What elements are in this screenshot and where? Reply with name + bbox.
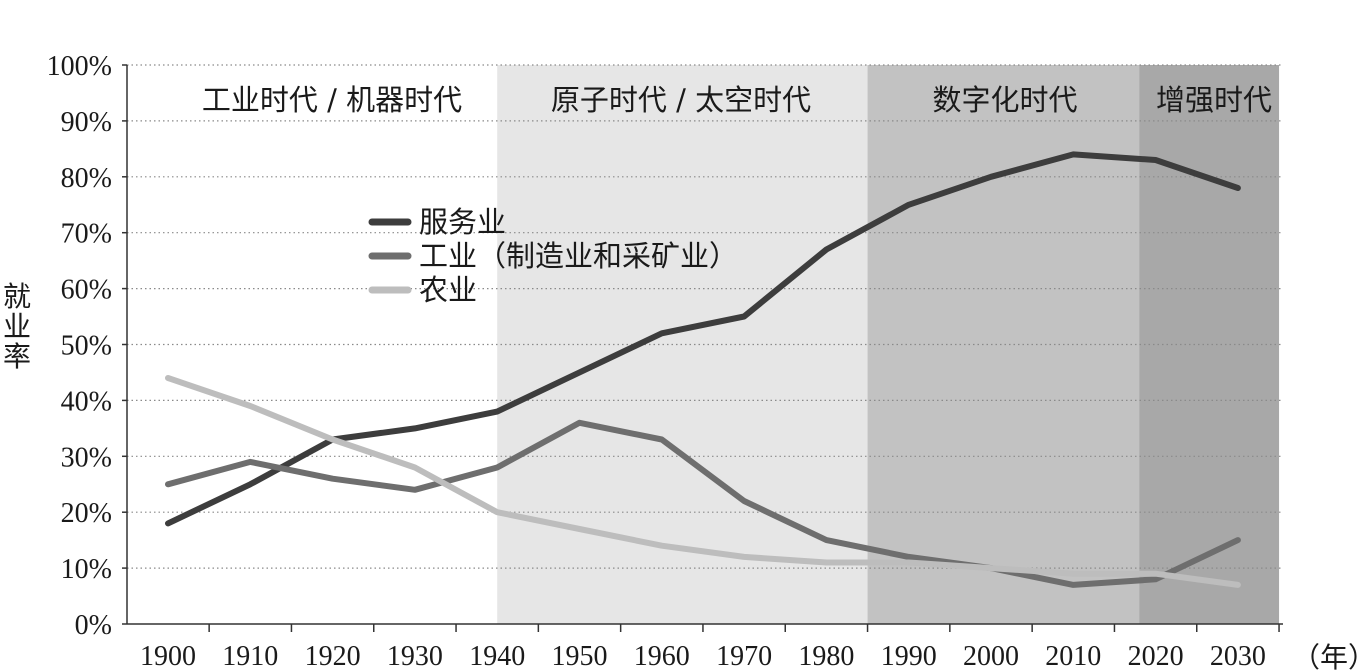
x-tick-label: 1900	[140, 641, 196, 672]
x-tick-label: 2020	[1128, 641, 1184, 672]
x-tick-label: 1910	[222, 641, 278, 672]
y-axis-label: 就业率	[3, 280, 31, 373]
y-tick-label: 70%	[61, 219, 112, 250]
y-axis-label-char: 率	[3, 340, 31, 373]
era-bands	[127, 65, 1280, 624]
x-tick-label: 1960	[634, 641, 690, 672]
era-label: 数字化时代	[932, 83, 1077, 117]
y-tick-label: 30%	[61, 442, 112, 473]
y-tick-label: 20%	[61, 498, 112, 529]
x-tick-label: 1920	[305, 641, 361, 672]
legend-label: 服务业	[419, 205, 506, 239]
x-tick-label: 1940	[469, 641, 525, 672]
legend-label: 农业	[419, 273, 477, 307]
axes	[122, 64, 1283, 632]
era-label: 原子时代 / 太空时代	[551, 83, 811, 117]
legend-label: 工业（制造业和采矿业）	[419, 239, 738, 273]
y-tick-label: 40%	[61, 386, 112, 417]
y-axis-label-char: 就	[3, 280, 31, 313]
x-tick-labels: 1900 1910 1920 1930 1940 1950 1960 1970 1980 1990…	[140, 641, 1266, 672]
y-tick-labels: 0% 10% 20% 30% 40% 50% 60% 70% 80% 90% 100%	[47, 51, 112, 641]
era-band	[1139, 65, 1280, 624]
x-tick-label: 2000	[963, 641, 1019, 672]
y-tick-label: 90%	[61, 107, 112, 138]
y-axis-label-char: 业	[3, 310, 31, 343]
y-tick-label: 10%	[61, 554, 112, 585]
x-tick-label: 1950	[552, 641, 608, 672]
x-tick-label: 2010	[1045, 641, 1101, 672]
x-tick-label: 1970	[716, 641, 772, 672]
series-line	[165, 151, 1241, 527]
grid-lines	[127, 64, 1283, 569]
x-tick-label: 1980	[798, 641, 854, 672]
era-label: 增强时代	[1156, 83, 1272, 117]
series-line	[165, 419, 1241, 588]
series-line	[165, 375, 1241, 588]
y-tick-label: 50%	[61, 331, 112, 362]
y-tick-label: 100%	[47, 51, 112, 82]
x-tick-label: 2030	[1210, 641, 1266, 672]
x-axis-label: （年）	[1292, 642, 1360, 672]
era-band	[867, 65, 1140, 624]
x-tick-label: 1930	[387, 641, 443, 672]
y-tick-label: 80%	[61, 163, 112, 194]
era-label: 工业时代 / 机器时代	[202, 83, 462, 117]
y-tick-label: 60%	[61, 275, 112, 306]
x-tick-label: 1990	[881, 641, 937, 672]
y-tick-label: 0%	[75, 610, 112, 641]
era-labels: 工业时代 / 机器时代 原子时代 / 太空时代 数字化时代 增强时代	[202, 83, 1272, 117]
series-lines	[165, 151, 1241, 588]
